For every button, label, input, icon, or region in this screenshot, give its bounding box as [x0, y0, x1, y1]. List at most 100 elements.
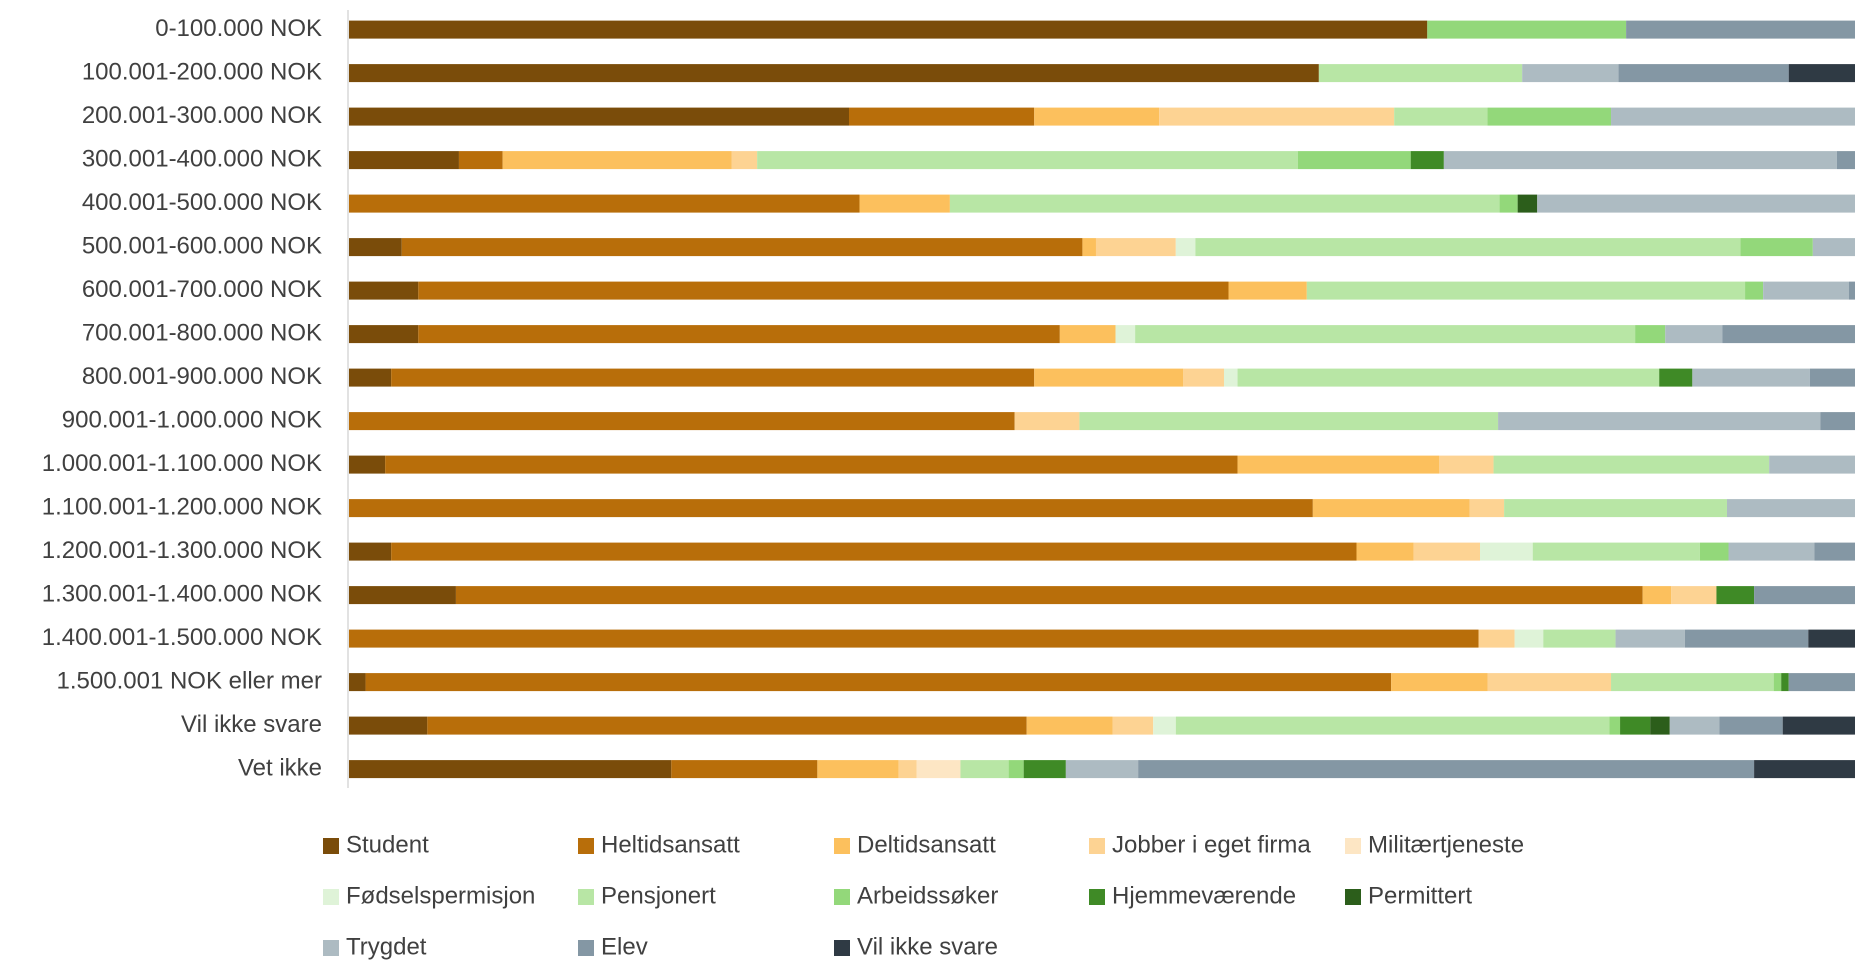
bar-segment — [1671, 586, 1717, 605]
bar-segment — [349, 542, 392, 561]
bar-segment — [1023, 760, 1066, 779]
bar-segment — [1175, 716, 1610, 735]
bar-segment — [1223, 368, 1238, 387]
bar-segment — [1848, 281, 1855, 300]
y-tick-label: 1.000.001-1.100.000 NOK — [42, 450, 322, 477]
legend-label: Vil ikke svare — [857, 933, 998, 960]
bar-segment — [1443, 151, 1837, 170]
bar-segment — [1391, 673, 1488, 692]
bar-segment — [1480, 542, 1533, 561]
bar-segment — [1427, 20, 1627, 39]
bar-segment — [349, 325, 419, 344]
bar-segment — [1504, 499, 1727, 518]
bar-segment — [418, 325, 1060, 344]
bar-segment — [1034, 107, 1160, 126]
bar-segment — [349, 586, 456, 605]
legend-swatch — [1089, 838, 1105, 854]
bar-segment — [1615, 629, 1685, 648]
bar-segment — [1814, 542, 1855, 561]
bar-segment — [1719, 716, 1783, 735]
bar-segment — [349, 499, 1313, 518]
bar-segment — [1684, 629, 1809, 648]
bar-segment — [1754, 586, 1855, 605]
bar-segment — [1153, 716, 1176, 735]
legend-swatch — [323, 889, 339, 905]
legend-label: Trygdet — [346, 933, 427, 960]
bar-segment — [1620, 716, 1651, 735]
bar-segment — [1082, 238, 1096, 257]
bar-segment — [859, 194, 950, 213]
bar-segment — [1112, 716, 1154, 735]
y-tick-label: 400.001-500.000 NOK — [82, 189, 322, 216]
bar-segment — [1237, 368, 1660, 387]
bar-segment — [1228, 281, 1307, 300]
bar-segment — [731, 151, 758, 170]
y-tick-label: 1.500.001 NOK eller mer — [57, 667, 322, 694]
y-tick-label: 200.001-300.000 NOK — [82, 102, 322, 129]
bar-segment — [817, 760, 899, 779]
y-tick-label: 100.001-200.000 NOK — [82, 58, 322, 85]
bar-segment — [1159, 107, 1395, 126]
bar-segment — [1175, 238, 1196, 257]
bar-segment — [418, 281, 1229, 300]
bar-segment — [1522, 64, 1619, 83]
bar-segment — [1514, 629, 1544, 648]
legend-swatch — [578, 838, 594, 854]
legend-label: Elev — [601, 933, 648, 960]
bar-segment — [1138, 760, 1755, 779]
bar-segment — [848, 107, 1035, 126]
bar-segment — [1769, 455, 1855, 474]
y-tick-label: 700.001-800.000 NOK — [82, 319, 322, 346]
legend-label: Student — [346, 831, 429, 858]
bar-segment — [1487, 673, 1612, 692]
bar-segment — [1413, 542, 1481, 561]
bar-segment — [1763, 281, 1849, 300]
bar-segment — [502, 151, 732, 170]
legend-label: Militærtjeneste — [1368, 831, 1524, 858]
bar-segment — [349, 281, 419, 300]
bar-segment — [1026, 716, 1113, 735]
bar-segment — [1543, 629, 1616, 648]
bar-segment — [1065, 760, 1139, 779]
bar-segment — [1195, 238, 1741, 257]
bar-segment — [1306, 281, 1746, 300]
y-tick-label: 1.200.001-1.300.000 NOK — [42, 537, 322, 564]
bar-segment — [1537, 194, 1855, 213]
bar-segment — [757, 151, 1298, 170]
y-tick-label: 1.400.001-1.500.000 NOK — [42, 624, 322, 651]
bar-segment — [1726, 499, 1855, 518]
bar-segment — [349, 412, 1015, 431]
bar-segment — [349, 673, 366, 692]
bar-segment — [1532, 542, 1700, 561]
bar-segment — [1740, 238, 1813, 257]
bar-segment — [916, 760, 961, 779]
y-tick-label: 600.001-700.000 NOK — [82, 276, 322, 303]
y-tick-label: 500.001-600.000 NOK — [82, 232, 322, 259]
bar-segment — [349, 629, 1479, 648]
bar-segment — [1773, 673, 1782, 692]
bar-segment — [1635, 325, 1666, 344]
bar-segment — [1609, 716, 1621, 735]
bar-segment — [1836, 151, 1855, 170]
bar-segment — [349, 64, 1319, 83]
legend-label: Hjemmeværende — [1112, 882, 1296, 909]
bar-segment — [1499, 194, 1518, 213]
legend-swatch — [578, 940, 594, 956]
bar-segment — [1312, 499, 1470, 518]
bar-segment — [1650, 716, 1670, 735]
legend-label: Heltidsansatt — [601, 831, 740, 858]
bar-segment — [401, 238, 1083, 257]
bar-segment — [1183, 368, 1224, 387]
legend-label: Arbeidssøker — [857, 882, 998, 909]
bar-segment — [349, 760, 672, 779]
legend-swatch — [1345, 889, 1361, 905]
bar-segment — [1115, 325, 1136, 344]
legend-swatch — [1089, 889, 1105, 905]
bar-segment — [1781, 673, 1789, 692]
bar-segment — [671, 760, 818, 779]
bar-segment — [1059, 325, 1116, 344]
bar-segment — [1356, 542, 1414, 561]
legend-label: Pensjonert — [601, 882, 716, 909]
bar-segment — [1487, 107, 1612, 126]
bar-segment — [1699, 542, 1729, 561]
